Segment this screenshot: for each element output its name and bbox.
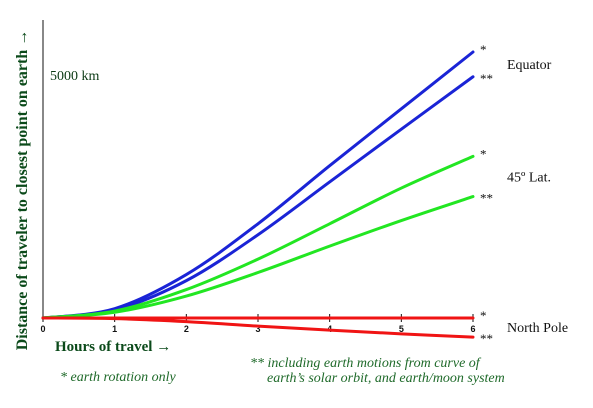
series-markers: ********* <box>480 42 493 346</box>
series-end-marker: ** <box>480 191 493 206</box>
series-group-label: 45º Lat. <box>507 171 551 186</box>
x-tick-label: 1 <box>112 324 117 334</box>
x-tick-label: 5 <box>399 324 404 334</box>
series-end-marker: * <box>480 308 487 323</box>
series-end-marker: * <box>480 42 487 57</box>
note-earth-rotation: * earth rotation only <box>60 370 177 385</box>
series-group-label: North Pole <box>507 321 568 336</box>
series-end-marker: * <box>480 146 487 161</box>
series-group-labels: Equator 45º Lat. North Pole <box>507 58 568 336</box>
x-tick-label: 0 <box>40 324 45 334</box>
y-axis-label: Distance of traveler to closest point on… <box>14 30 31 351</box>
series-lines <box>41 50 475 339</box>
scale-label: 5000 km <box>50 69 100 84</box>
note-earth-motions-line2: earth’s solar orbit, and earth/moon syst… <box>267 371 505 386</box>
series-line <box>41 75 475 320</box>
series-end-marker: ** <box>480 331 493 346</box>
series-group-label: Equator <box>507 58 552 73</box>
series-line <box>41 195 475 320</box>
note-earth-motions-line1: ** including earth motions from curve of <box>250 356 482 371</box>
series-line <box>41 316 475 339</box>
series-line <box>41 154 475 320</box>
x-tick-label: 6 <box>470 324 475 334</box>
series-end-marker: ** <box>480 71 493 86</box>
x-tick-label: 3 <box>255 324 260 334</box>
x-axis-label: Hours of travel → <box>55 339 171 355</box>
x-tick-label: 2 <box>184 324 189 334</box>
